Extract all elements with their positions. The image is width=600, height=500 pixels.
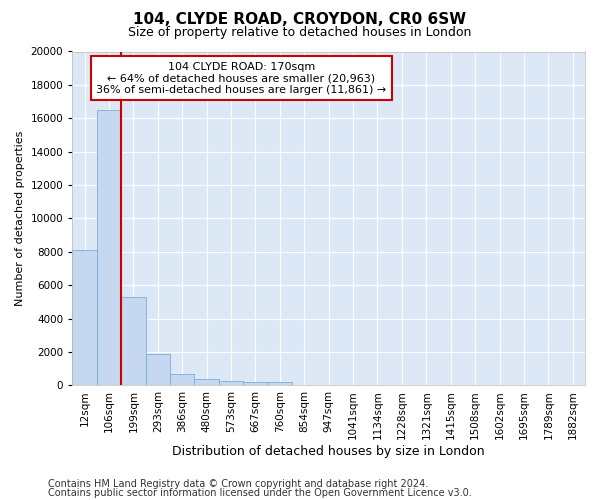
Y-axis label: Number of detached properties: Number of detached properties	[15, 130, 25, 306]
Text: Size of property relative to detached houses in London: Size of property relative to detached ho…	[128, 26, 472, 39]
Bar	[194, 380, 219, 386]
Bar	[97, 110, 121, 386]
Text: Contains public sector information licensed under the Open Government Licence v3: Contains public sector information licen…	[48, 488, 472, 498]
Bar	[219, 381, 243, 386]
Bar	[170, 374, 194, 386]
Bar	[268, 382, 292, 386]
Bar	[121, 297, 146, 386]
Bar	[146, 354, 170, 386]
Bar	[73, 250, 97, 386]
Text: Contains HM Land Registry data © Crown copyright and database right 2024.: Contains HM Land Registry data © Crown c…	[48, 479, 428, 489]
Bar	[243, 382, 268, 386]
X-axis label: Distribution of detached houses by size in London: Distribution of detached houses by size …	[172, 444, 485, 458]
Text: 104 CLYDE ROAD: 170sqm
← 64% of detached houses are smaller (20,963)
36% of semi: 104 CLYDE ROAD: 170sqm ← 64% of detached…	[97, 62, 386, 94]
Text: 104, CLYDE ROAD, CROYDON, CR0 6SW: 104, CLYDE ROAD, CROYDON, CR0 6SW	[133, 12, 467, 28]
